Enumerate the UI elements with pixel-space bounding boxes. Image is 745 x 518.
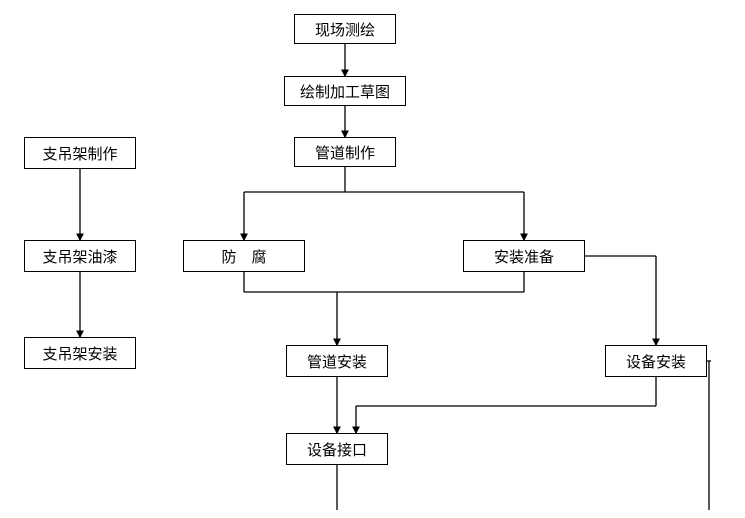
flow-node-l2: 支吊架油漆 [24, 240, 136, 272]
flow-node-n2: 绘制加工草图 [284, 76, 406, 106]
flow-node-n8: 设备接口 [286, 433, 388, 465]
flow-node-l3: 支吊架安装 [24, 337, 136, 369]
flow-node-n1: 现场测绘 [294, 14, 396, 44]
flow-node-n7: 设备安装 [605, 345, 707, 377]
flowchart-canvas: { "nodes": { "n1": { "label": "现场测绘", "x… [0, 0, 745, 518]
flow-node-n3: 管道制作 [294, 137, 396, 167]
flow-node-n6: 管道安装 [286, 345, 388, 377]
flow-node-l1: 支吊架制作 [24, 137, 136, 169]
flow-node-n5: 安装准备 [463, 240, 585, 272]
flow-node-n4: 防 腐 [183, 240, 305, 272]
